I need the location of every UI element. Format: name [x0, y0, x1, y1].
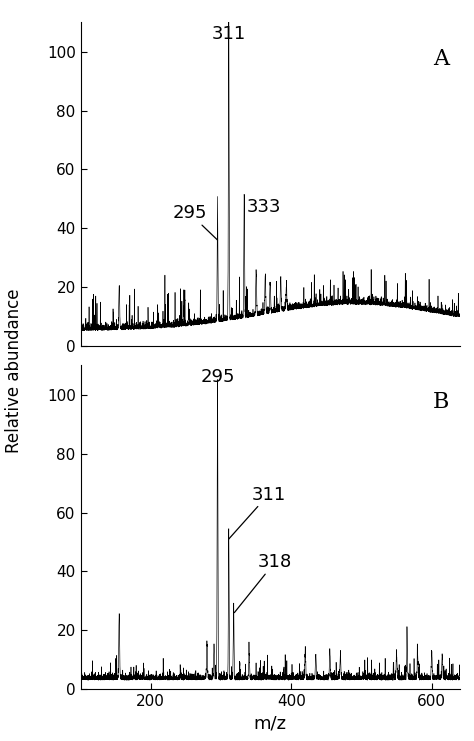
- Text: 295: 295: [173, 205, 218, 240]
- Text: Relative abundance: Relative abundance: [5, 288, 23, 453]
- Text: 318: 318: [234, 554, 292, 613]
- Text: 311: 311: [211, 25, 246, 43]
- Text: 311: 311: [229, 485, 285, 539]
- Text: 333: 333: [247, 199, 282, 216]
- Text: 295: 295: [200, 368, 235, 386]
- Text: A: A: [433, 48, 449, 70]
- X-axis label: m/z: m/z: [254, 714, 287, 733]
- Text: B: B: [433, 391, 450, 413]
